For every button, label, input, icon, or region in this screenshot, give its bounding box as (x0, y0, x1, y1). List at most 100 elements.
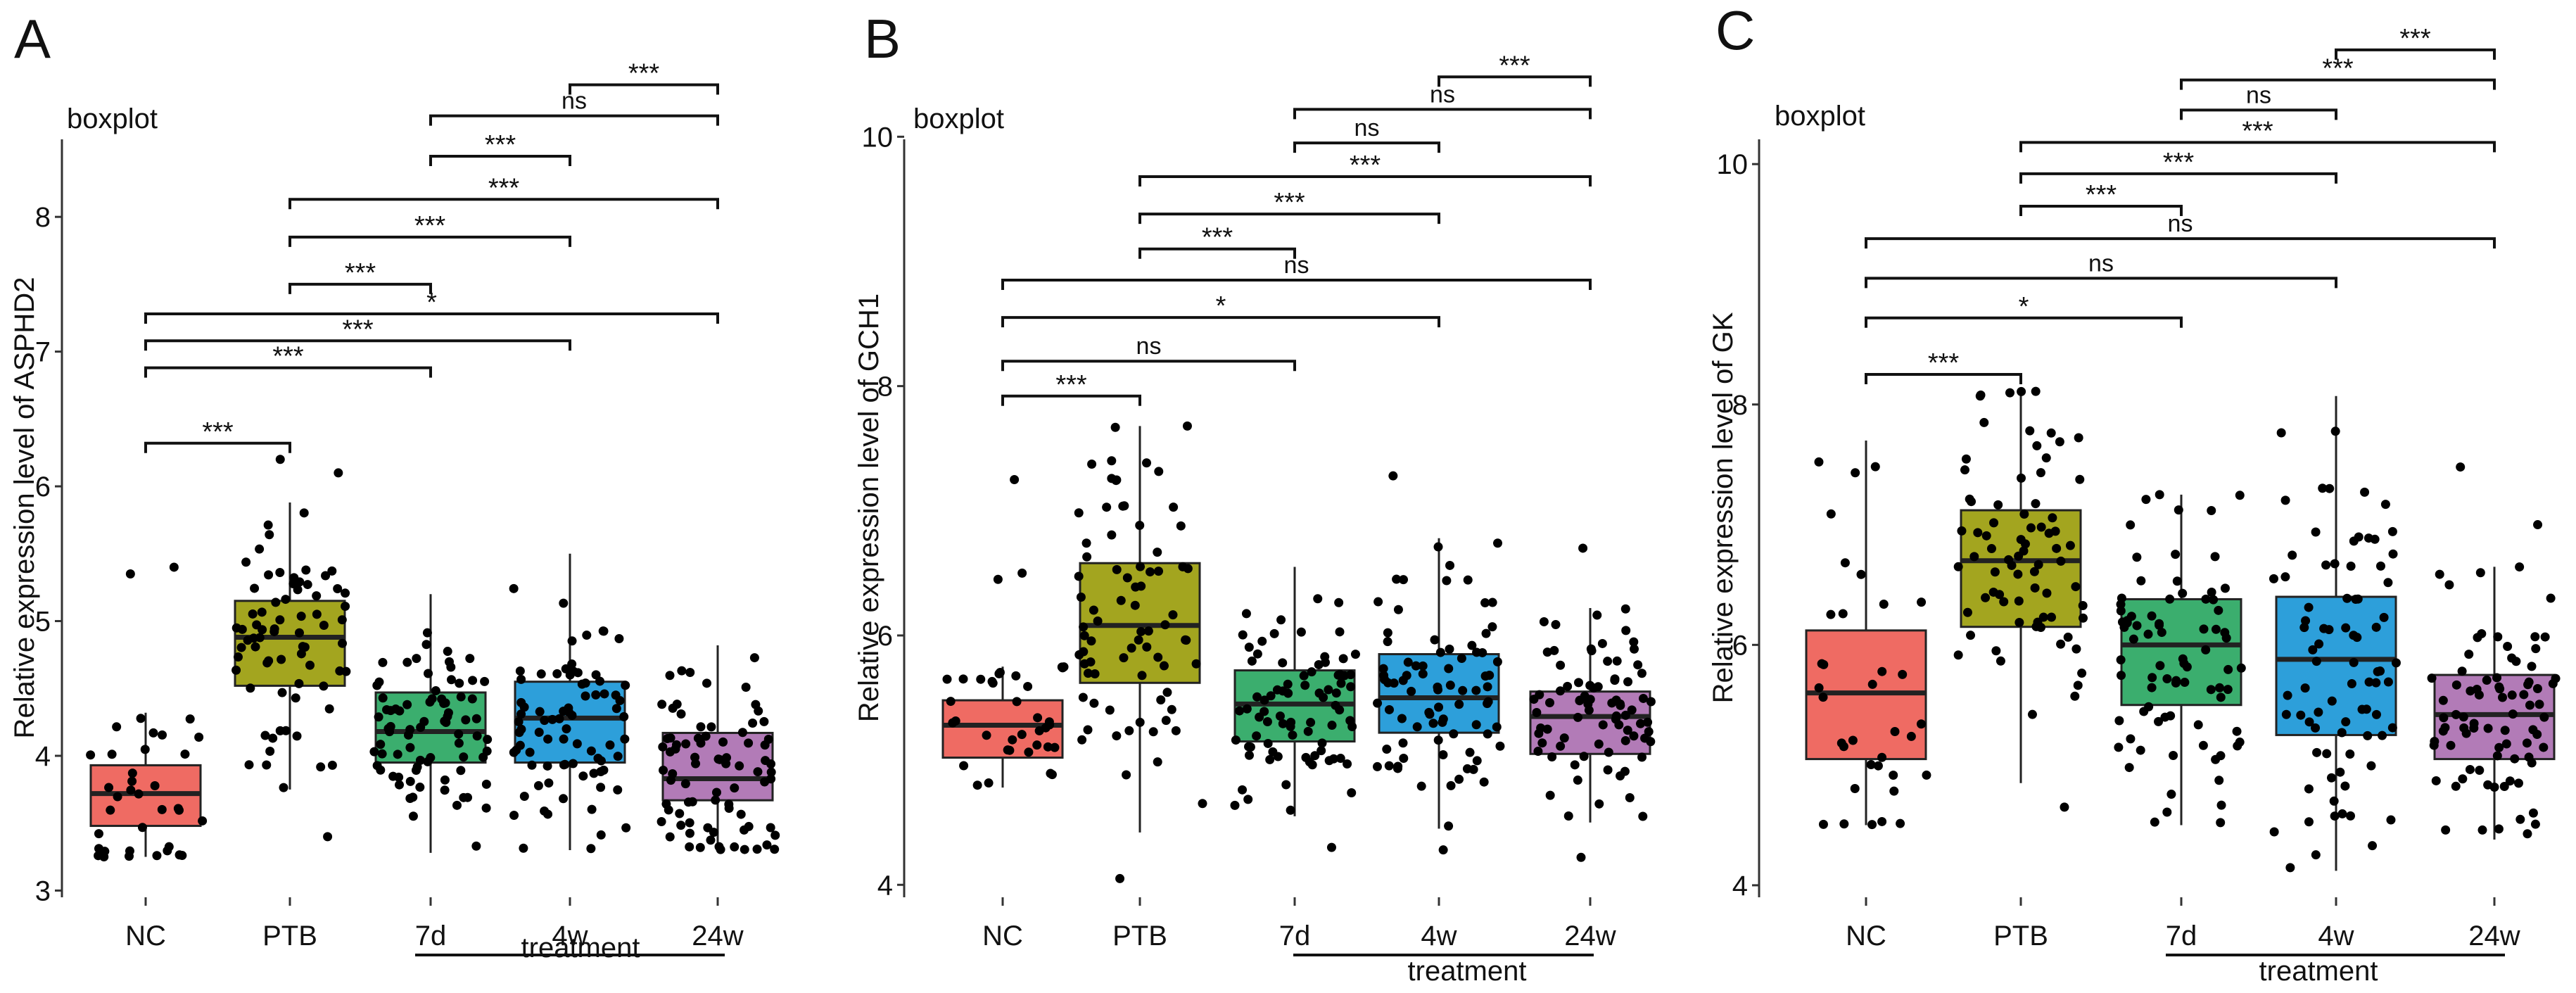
data-point (2461, 728, 2471, 738)
data-point (1161, 716, 1171, 726)
panel-letter: C (1715, 0, 1755, 61)
data-point (1961, 454, 1971, 464)
data-point (2071, 644, 2081, 654)
data-point (481, 779, 491, 789)
data-point (1077, 735, 1087, 745)
data-point (1050, 742, 1060, 752)
data-point (2546, 593, 2556, 603)
significance-label: * (1216, 291, 1226, 321)
data-point (1299, 671, 1309, 681)
data-point (1870, 462, 1880, 472)
data-point (2033, 559, 2043, 569)
data-point (2507, 653, 2517, 663)
data-point (305, 660, 315, 670)
data-point (372, 681, 382, 690)
data-point (136, 714, 146, 723)
data-point (2215, 683, 2225, 692)
data-point (2312, 747, 2322, 757)
data-point (2220, 583, 2230, 593)
data-point (1584, 705, 1594, 715)
data-point (586, 844, 596, 854)
data-point (559, 760, 569, 770)
data-point (1198, 799, 1207, 809)
data-point (303, 580, 312, 590)
box-7d (369, 594, 493, 853)
data-point (421, 640, 431, 650)
data-point (408, 811, 418, 821)
data-point (1563, 681, 1573, 691)
panel-letter: A (14, 8, 51, 70)
data-point (1840, 558, 1850, 568)
data-point (1637, 752, 1647, 762)
data-point (534, 728, 544, 738)
data-point (515, 740, 525, 750)
data-point (236, 643, 246, 652)
significance-label: *** (1350, 151, 1381, 180)
data-point (2528, 725, 2538, 735)
data-point (668, 703, 678, 713)
data-point (440, 716, 450, 726)
data-point (1310, 751, 1320, 761)
data-point (1973, 528, 1983, 538)
data-point (2347, 678, 2356, 688)
data-point (2522, 738, 2532, 748)
data-point (1636, 719, 1646, 728)
x-tick-label: PTB (1112, 921, 1167, 951)
data-point (1814, 457, 1824, 467)
data-point (2371, 709, 2381, 719)
data-point (378, 693, 388, 703)
data-point (1093, 616, 1103, 626)
data-point (1122, 573, 1132, 583)
data-point (685, 668, 695, 678)
data-point (2029, 567, 2039, 576)
data-point (419, 716, 429, 726)
data-point (411, 765, 421, 775)
data-point (1620, 604, 1630, 614)
data-point (1324, 685, 1333, 695)
data-point (1965, 494, 1974, 504)
data-point (2201, 594, 2211, 604)
data-point (1471, 720, 1481, 730)
data-point (2027, 709, 2037, 719)
data-point (1083, 669, 1093, 678)
data-point (2223, 685, 2233, 695)
data-point (982, 730, 991, 740)
data-point (1134, 635, 1143, 645)
data-point (257, 607, 267, 617)
data-point (2380, 500, 2390, 510)
data-point (1412, 722, 1422, 732)
outlier-point (1010, 475, 1020, 484)
data-point (2056, 639, 2066, 649)
data-point (2473, 633, 2482, 643)
significance-label: *** (414, 211, 446, 241)
data-point (554, 714, 564, 723)
data-point (1336, 678, 1346, 688)
data-point (1640, 733, 1650, 743)
data-point (1191, 659, 1201, 669)
data-point (2441, 825, 2451, 835)
data-point (2276, 428, 2286, 438)
significance-label: ns (2088, 250, 2114, 277)
data-point (1243, 795, 1253, 804)
data-point (1079, 659, 1089, 669)
data-point (1454, 700, 1464, 709)
data-point (1633, 660, 1643, 670)
data-point (716, 845, 725, 854)
significance-bracket: ns (1293, 81, 1592, 120)
data-point (1384, 704, 1394, 714)
data-point (1171, 726, 1181, 735)
data-point (1137, 671, 1147, 681)
data-point (1465, 747, 1475, 757)
data-point (1343, 759, 1352, 769)
data-point (1089, 605, 1098, 615)
outlier-point (1388, 471, 1398, 481)
data-point (2492, 751, 2502, 761)
bracket-line (2019, 204, 2183, 216)
data-point (2483, 780, 2493, 790)
y-tick-label: 8 (877, 372, 893, 403)
data-point (1492, 657, 1502, 666)
data-point (2495, 684, 2505, 694)
data-point (619, 711, 629, 721)
data-point (621, 823, 631, 833)
data-point (1136, 626, 1146, 636)
